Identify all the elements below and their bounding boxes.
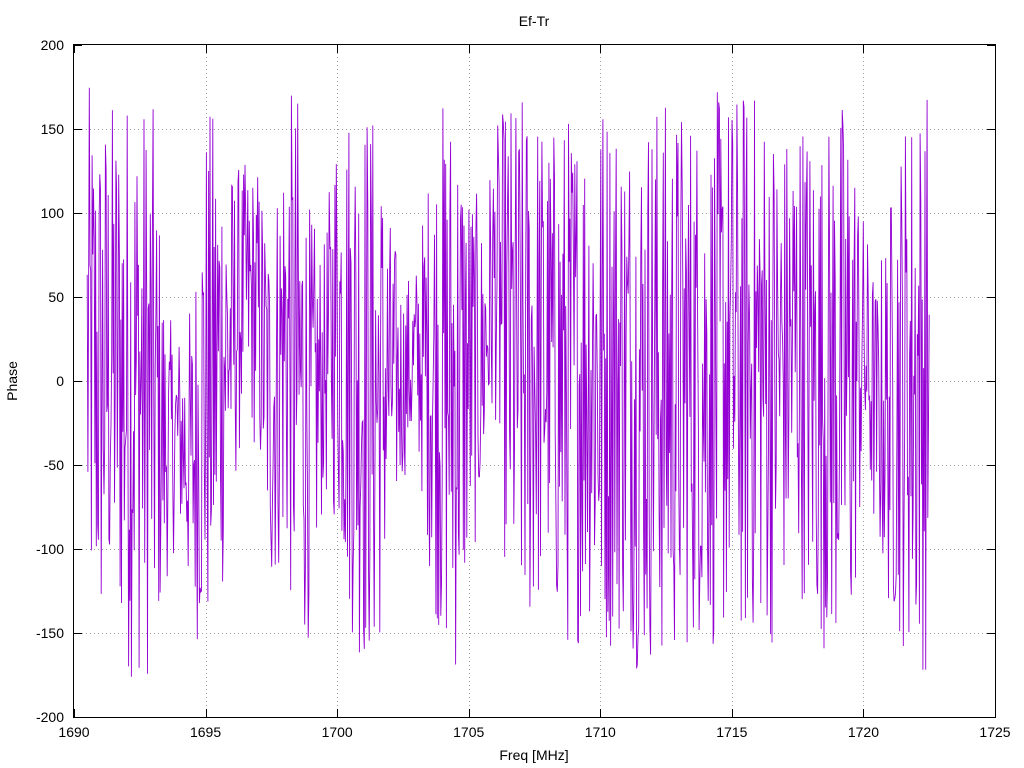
chart-title: Ef-Tr: [519, 13, 550, 29]
grid-lines: [74, 45, 995, 717]
x-tick-label: 1705: [453, 724, 484, 740]
x-tick-label: 1690: [58, 724, 89, 740]
y-tick-label: -100: [36, 541, 64, 557]
y-tick-label: 0: [56, 373, 64, 389]
y-tick-label: 50: [48, 289, 64, 305]
x-tick-label: 1715: [716, 724, 747, 740]
y-tick-label: 150: [41, 121, 65, 137]
y-tick-label: -150: [36, 625, 64, 641]
x-tick-label: 1710: [585, 724, 616, 740]
data-series-layer: [86, 87, 930, 677]
y-tick-label: 100: [41, 205, 65, 221]
x-tick-label: 1700: [322, 724, 353, 740]
x-tick-label: 1720: [848, 724, 879, 740]
x-axis-title: Freq [MHz]: [499, 747, 568, 763]
x-tick-label: 1725: [979, 724, 1010, 740]
x-tick-label: 1695: [190, 724, 221, 740]
y-tick-label: -50: [44, 457, 64, 473]
y-tick-label: 200: [41, 37, 65, 53]
plot-frame: [73, 44, 996, 718]
y-axis-title: Phase: [4, 361, 20, 401]
y-tick-label: -200: [36, 709, 64, 725]
tick-labels: 1690 1695 1700 1705 1710 1715 1720 1725 200 150 10…: [36, 37, 1011, 740]
phase-series-line: [86, 87, 930, 677]
